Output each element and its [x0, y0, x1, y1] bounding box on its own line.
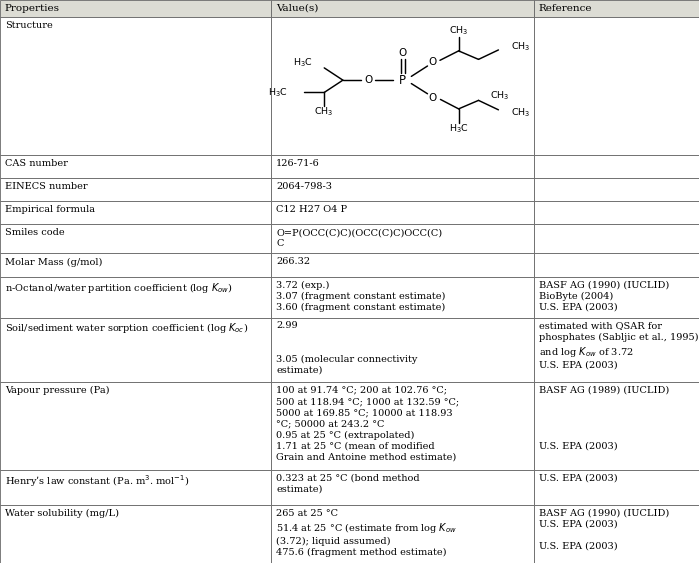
Bar [271, 505, 534, 563]
Text: Value(s): Value(s) [276, 4, 319, 13]
Text: O: O [429, 57, 437, 67]
Text: EINECS number: EINECS number [5, 182, 87, 191]
Bar [534, 178, 699, 201]
Text: Empirical formula: Empirical formula [5, 205, 95, 214]
Bar [534, 318, 699, 382]
Text: BASF AG (1989) (IUCLID)




U.S. EPA (2003): BASF AG (1989) (IUCLID) U.S. EPA (2003) [539, 386, 669, 450]
Text: CH$_3$: CH$_3$ [315, 106, 334, 118]
Bar [271, 178, 534, 201]
Bar [271, 382, 534, 470]
Text: 2064-798-3: 2064-798-3 [276, 182, 332, 191]
Text: 3.72 (exp.)
3.07 (fragment constant estimate)
3.60 (fragment constant estimate): 3.72 (exp.) 3.07 (fragment constant esti… [276, 280, 445, 312]
Text: Smiles code: Smiles code [5, 228, 64, 237]
Bar [0, 276, 271, 318]
Text: C12 H27 O4 P: C12 H27 O4 P [276, 205, 347, 214]
Text: H$_3$C: H$_3$C [449, 123, 468, 135]
Bar [271, 201, 534, 224]
Text: Structure: Structure [5, 21, 52, 30]
Text: Vapour pressure (Pa): Vapour pressure (Pa) [5, 386, 109, 395]
Bar [534, 0, 699, 17]
Bar [0, 318, 271, 382]
Bar [0, 253, 271, 276]
Bar [0, 178, 271, 201]
Text: Water solubility (mg/L): Water solubility (mg/L) [5, 509, 119, 518]
Bar [271, 155, 534, 178]
Bar [0, 382, 271, 470]
Text: estimated with QSAR for
phosphates (Sabljic et al., 1995)
and log $\mathit{K}_{o: estimated with QSAR for phosphates (Sabl… [539, 321, 698, 370]
Bar [534, 201, 699, 224]
Bar [534, 382, 699, 470]
Bar [0, 224, 271, 253]
Text: CH$_3$: CH$_3$ [511, 106, 531, 119]
Bar [271, 224, 534, 253]
Text: 266.32: 266.32 [276, 257, 310, 266]
Text: U.S. EPA (2003): U.S. EPA (2003) [539, 473, 617, 482]
Text: P: P [399, 74, 406, 87]
Text: 126-71-6: 126-71-6 [276, 159, 320, 168]
Text: CH$_3$: CH$_3$ [449, 25, 468, 37]
Bar [271, 17, 534, 155]
Text: n-Octanol/water partition coefficient (log $\mathit{K}_{ow}$): n-Octanol/water partition coefficient (l… [5, 280, 233, 294]
Text: H$_3$C: H$_3$C [268, 86, 288, 99]
Bar [534, 505, 699, 563]
Bar [0, 17, 271, 155]
Text: Soil/sediment water sorption coefficient (log $\mathit{K}_{oc}$): Soil/sediment water sorption coefficient… [5, 321, 248, 336]
Text: Properties: Properties [5, 4, 60, 13]
Text: H$_3$C: H$_3$C [294, 56, 313, 69]
Text: O: O [398, 48, 407, 59]
Bar [534, 155, 699, 178]
Bar [271, 470, 534, 505]
Bar [534, 17, 699, 155]
Bar [271, 276, 534, 318]
Text: CH$_3$: CH$_3$ [511, 41, 531, 53]
Bar [271, 0, 534, 17]
Bar [0, 470, 271, 505]
Bar [0, 505, 271, 563]
Text: BASF AG (1990) (IUCLID)
BioByte (2004)
U.S. EPA (2003): BASF AG (1990) (IUCLID) BioByte (2004) U… [539, 280, 669, 312]
Text: O: O [364, 75, 373, 85]
Text: BASF AG (1990) (IUCLID)
U.S. EPA (2003)

U.S. EPA (2003): BASF AG (1990) (IUCLID) U.S. EPA (2003) … [539, 509, 669, 551]
Bar [534, 253, 699, 276]
Text: Henry’s law constant (Pa. m$^3$. mol$^{-1}$): Henry’s law constant (Pa. m$^3$. mol$^{-… [5, 473, 189, 489]
Text: CH$_3$: CH$_3$ [490, 90, 509, 102]
Text: O: O [429, 92, 437, 102]
Bar [271, 318, 534, 382]
Bar [534, 276, 699, 318]
Text: 100 at 91.74 °C; 200 at 102.76 °C;
500 at 118.94 °C; 1000 at 132.59 °C;
5000 at : 100 at 91.74 °C; 200 at 102.76 °C; 500 a… [276, 386, 459, 462]
Text: 2.99


3.05 (molecular connectivity
estimate): 2.99 3.05 (molecular connectivity estima… [276, 321, 417, 375]
Text: Molar Mass (g/mol): Molar Mass (g/mol) [5, 257, 102, 266]
Bar [0, 155, 271, 178]
Bar [0, 201, 271, 224]
Text: Reference: Reference [539, 4, 593, 13]
Text: 265 at 25 °C
51.4 at 25 °C (estimate from log $\mathit{K}_{ow}$
(3.72); liquid a: 265 at 25 °C 51.4 at 25 °C (estimate fro… [276, 509, 457, 557]
Text: O=P(OCC(C)C)(OCC(C)C)OCC(C)
C: O=P(OCC(C)C)(OCC(C)C)OCC(C) C [276, 228, 442, 248]
Bar [534, 470, 699, 505]
Text: CAS number: CAS number [5, 159, 68, 168]
Bar [0, 0, 271, 17]
Text: 0.323 at 25 °C (bond method
estimate): 0.323 at 25 °C (bond method estimate) [276, 473, 419, 494]
Bar [271, 253, 534, 276]
Bar [534, 224, 699, 253]
